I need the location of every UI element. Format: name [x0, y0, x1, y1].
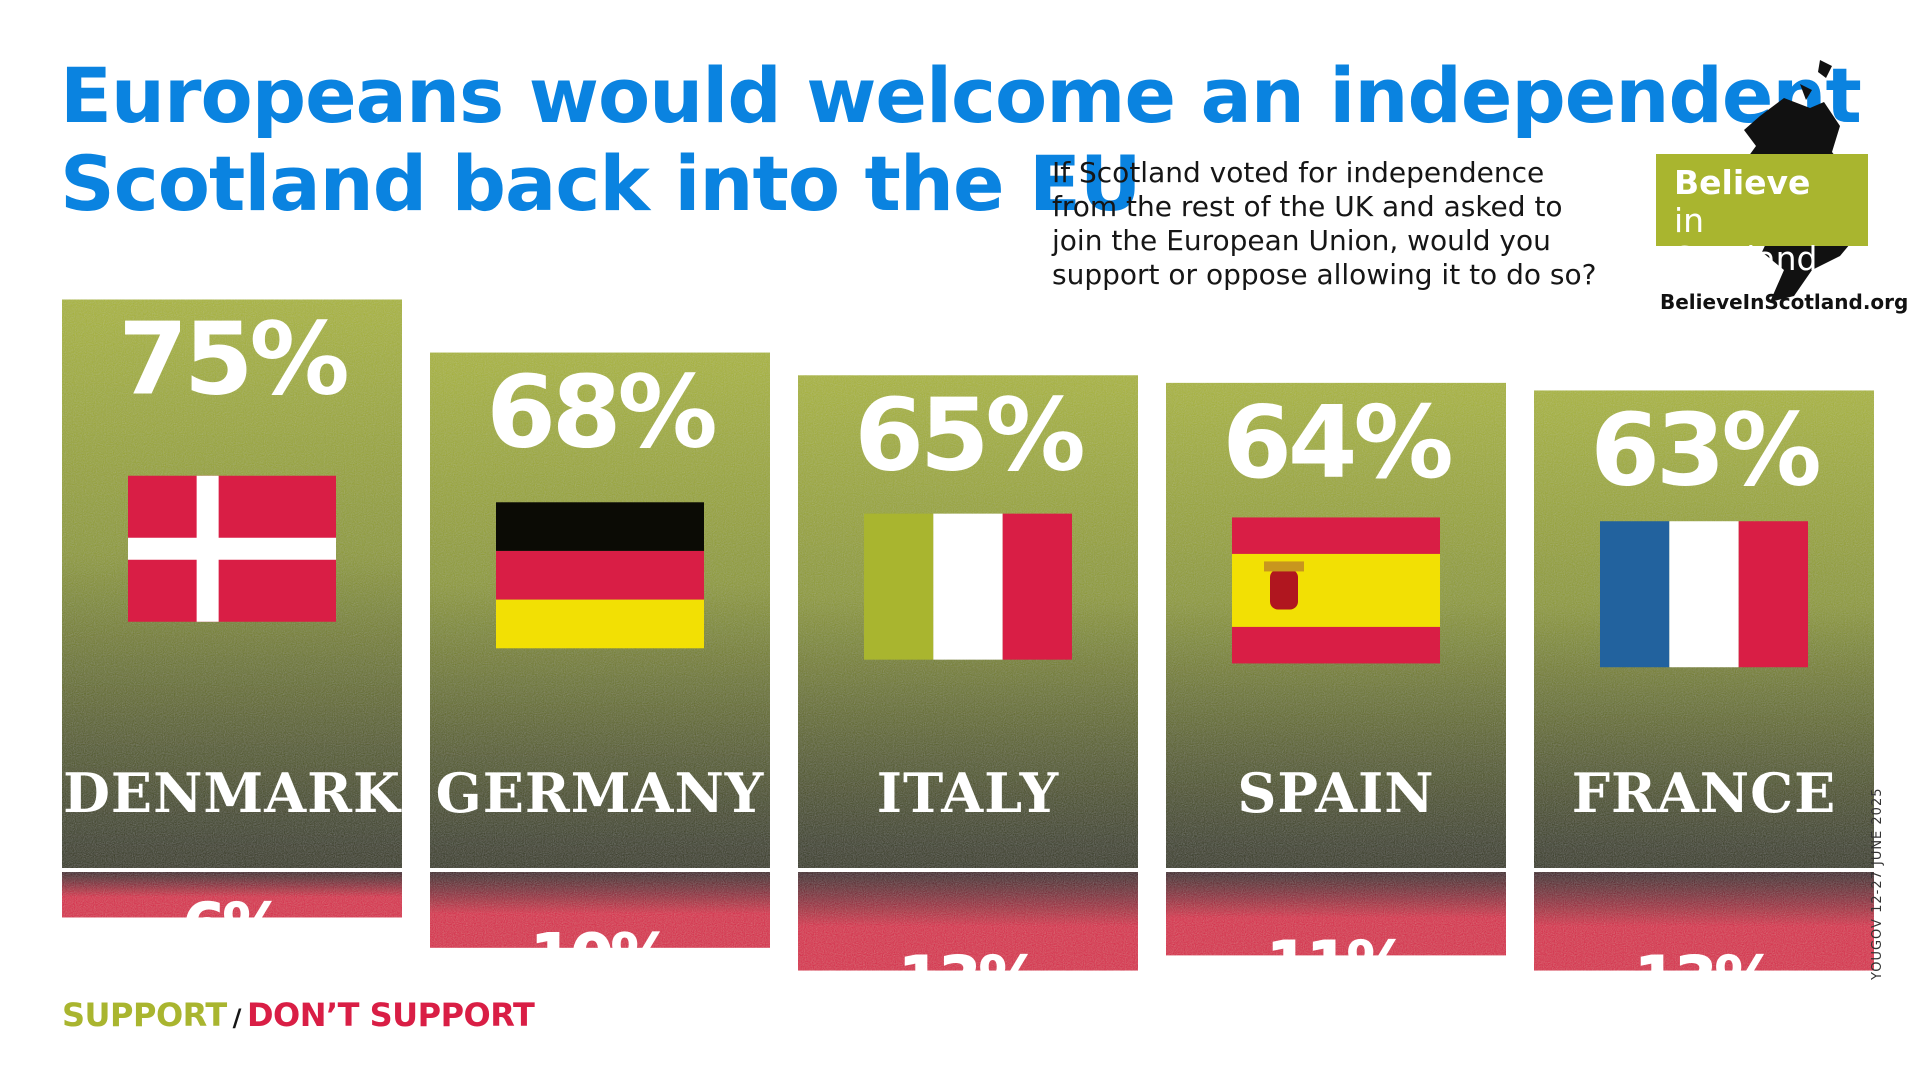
support-value-label: 75%: [118, 301, 347, 418]
title-line-1: Europeans would welcome an independent: [60, 51, 1862, 140]
support-value-label: 68%: [486, 354, 715, 471]
dont-support-bar: [62, 872, 402, 918]
dont-support-value-label: 13%: [1634, 943, 1775, 1016]
dont-support-value-label: 10%: [530, 920, 671, 993]
bar-group-germany: [430, 352, 770, 948]
source-note: YOUGOV 12-27 JUNE 2025: [1870, 787, 1885, 981]
category-label: DENMARK: [63, 761, 402, 825]
support-value-label: 63%: [1590, 391, 1819, 508]
legend-support: SUPPORT: [62, 996, 227, 1034]
dont-support-bar: [1534, 872, 1874, 971]
logo-url: BelieveInScotland.org: [1660, 290, 1909, 314]
legend: SUPPORT / DON’T SUPPORT: [62, 996, 535, 1034]
chart-title: Europeans would welcome an independent S…: [60, 51, 1862, 228]
support-value-label: 65%: [854, 376, 1083, 493]
dont-support-bar: [430, 872, 770, 948]
logo-line-2: in Scotland: [1674, 201, 1818, 278]
denmark-flag-icon: [128, 475, 336, 622]
category-label: GERMANY: [436, 761, 765, 825]
dont-support-bar: [798, 872, 1138, 971]
italy-flag-icon: [864, 513, 1072, 660]
dont-support-value-label: 13%: [898, 943, 1039, 1016]
category-label: FRANCE: [1572, 761, 1837, 825]
legend-separator: /: [232, 1004, 242, 1032]
category-label: SPAIN: [1237, 761, 1434, 825]
survey-question: If Scotland voted for independence from …: [1052, 156, 1597, 291]
logo-line-1: Believe: [1674, 163, 1811, 202]
bar-group-spain: [1166, 382, 1506, 956]
believe-in-scotland-logo: Believe in Scotland: [1656, 154, 1868, 278]
spain-flag-icon: [1232, 517, 1440, 664]
germany-flag-icon: [496, 502, 704, 649]
france-flag-icon: [1600, 521, 1808, 668]
bar-group-denmark: [62, 299, 402, 918]
category-label: ITALY: [877, 761, 1060, 825]
dont-support-bar: [1166, 872, 1506, 956]
bar-group-italy: [798, 375, 1138, 971]
legend-dont-support: DON’T SUPPORT: [246, 996, 535, 1034]
dont-support-value-label: 6%: [182, 889, 283, 962]
support-value-label: 64%: [1222, 384, 1451, 501]
dont-support-value-label: 11%: [1266, 927, 1407, 1000]
title-line-2: Scotland back into the EU: [60, 139, 1142, 228]
bar-group-france: [1534, 390, 1874, 971]
